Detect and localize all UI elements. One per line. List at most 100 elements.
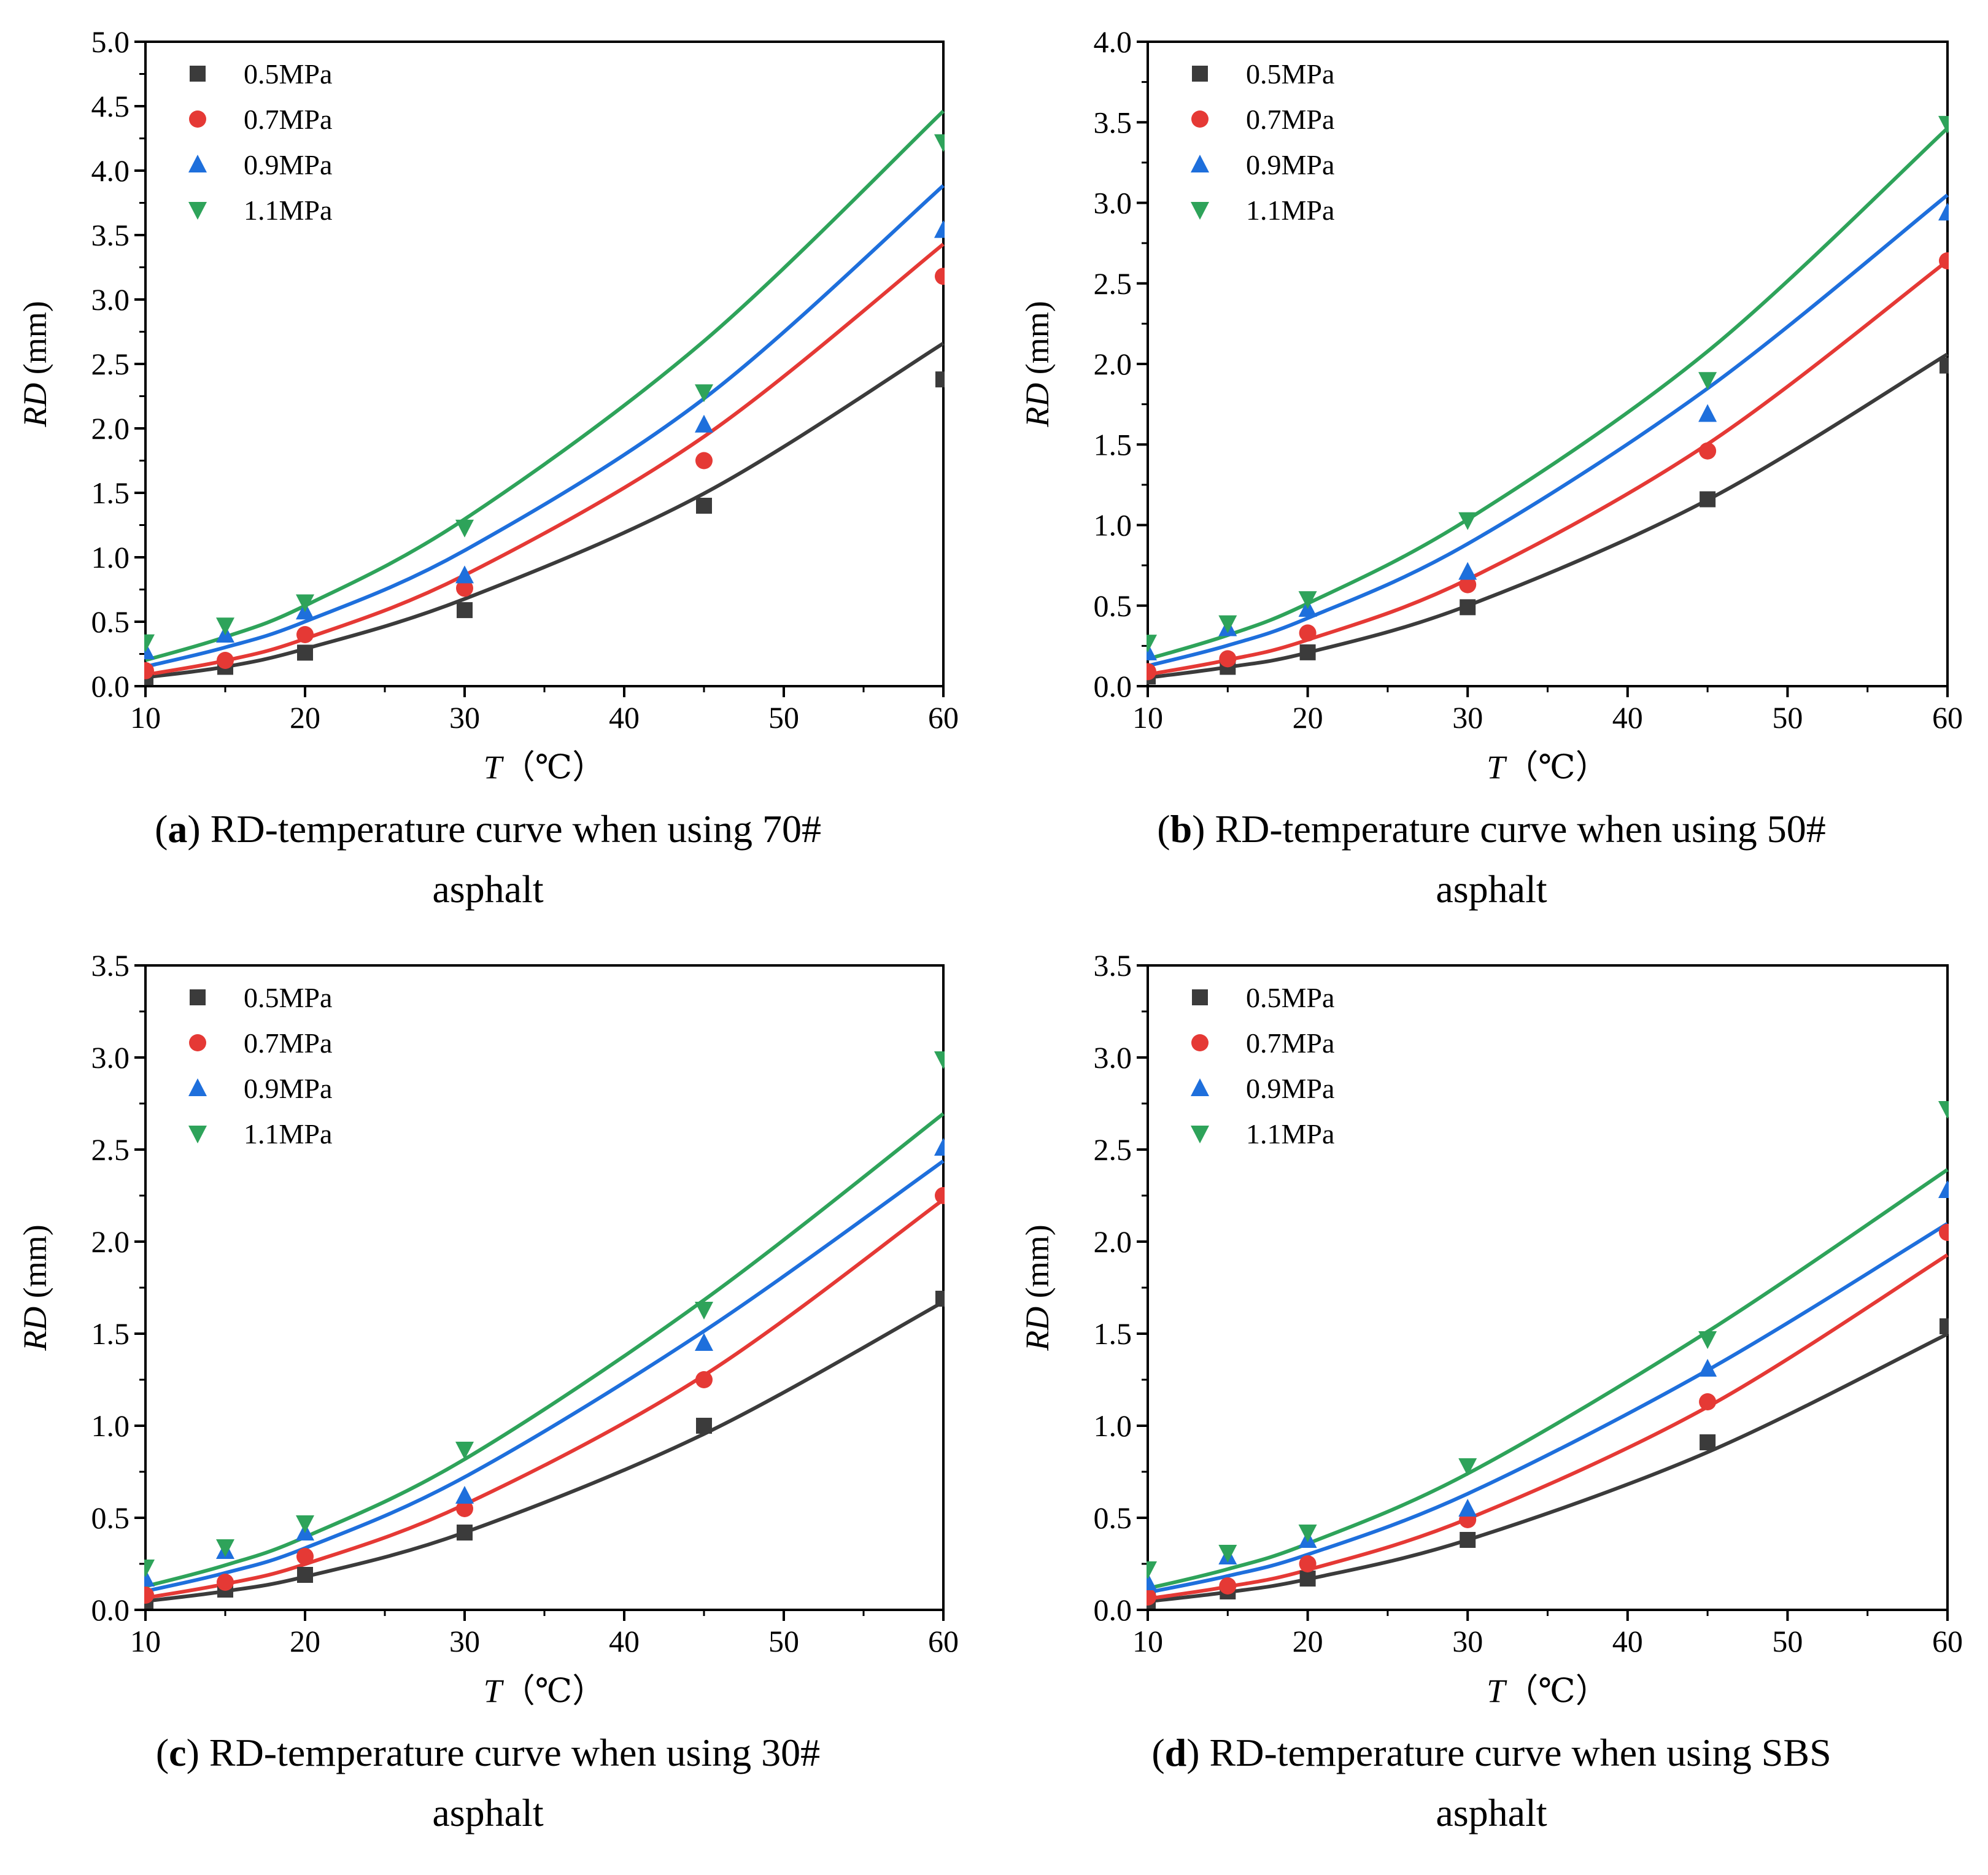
y-tick-label: 0.0 [1094,669,1132,703]
legend: 0.5MPa 0.7MPa 0.9MPa 1.1MPa [1191,58,1334,226]
fit-line-1.1MPa [145,1112,945,1588]
data-point-0.7MPa [1939,252,1949,269]
y-tick-label: 2.5 [1094,266,1132,301]
data-point-0.7MPa [456,579,473,597]
legend-marker [188,155,207,172]
data-point-0.5MPa [696,498,712,514]
data-point-1.1MPa [1938,1101,1949,1119]
data-point-1.1MPa [1458,512,1477,530]
data-point-0.9MPa [934,220,945,238]
x-tick-label: 60 [928,1624,959,1658]
data-points [144,134,945,686]
text-span: RD-temperature curve when using 70# [201,807,821,851]
legend-label: 1.1MPa [244,1118,332,1150]
data-point-1.1MPa [934,134,945,152]
y-tick-label: 0.0 [91,669,130,703]
text-span: a [168,807,187,851]
y-tick-label: 3.5 [91,218,130,252]
x-tick-label: 60 [1932,700,1963,735]
text-span: c [169,1731,186,1774]
panel-b: 0.0 0.5 1.0 1.5 2.0 2.5 3.0 3.5 4.0 10 20 30 40 50 60 T… [1019,25,1963,911]
text-span: （℃） [502,1672,605,1709]
data-point-0.7MPa [1699,442,1717,460]
legend-marker [1191,1078,1209,1096]
data-point-1.1MPa [1698,1331,1717,1349]
data-point-0.5MPa [1940,1318,1949,1334]
x-tick-label: 30 [1452,1624,1483,1658]
data-point-1.1MPa [1147,1561,1157,1579]
legend-marker [188,1078,207,1096]
data-point-1.1MPa [1298,591,1317,609]
data-point-0.7MPa [935,1187,945,1204]
data-point-1.1MPa [1458,1458,1477,1476]
legend-label: 0.7MPa [1246,104,1334,135]
panel-caption: (a) RD-temperature curve when using 70# [155,807,821,851]
x-tick-label: 40 [609,700,640,735]
y-tick-label: 2.0 [1094,347,1132,381]
y-tick-label: 0.0 [1094,1593,1132,1627]
text-span: RD [17,1307,53,1351]
data-point-0.7MPa [1147,663,1156,681]
panel-caption-line2: asphalt [432,1791,544,1834]
y-tick-label: 2.5 [91,1132,130,1167]
panel-caption-line2: asphalt [1436,867,1547,911]
data-point-1.1MPa [1938,115,1949,134]
fit-line-0.5MPa [1147,1332,1949,1604]
data-point-0.9MPa [1458,562,1477,580]
fit-line-0.9MPa [1147,1222,1949,1595]
data-point-1.1MPa [1218,615,1237,633]
y-tick-label: 5.0 [91,25,130,59]
text-span: RD [1019,383,1056,428]
data-point-0.7MPa [1299,624,1317,642]
legend-label: 0.9MPa [1246,1073,1334,1104]
legend: 0.5MPa 0.7MPa 0.9MPa 1.1MPa [188,58,332,226]
legend-marker [190,989,206,1005]
panel-c: 0.0 0.5 1.0 1.5 2.0 2.5 3.0 3.5 10 20 30 40 50 60 T（℃）… [17,948,959,1834]
legend-label: 1.1MPa [1246,195,1334,226]
fit-line-0.7MPa [145,1198,945,1600]
x-tick-label: 30 [1452,700,1483,735]
panel-caption: (b) RD-temperature curve when using 50# [1157,807,1825,851]
data-point-0.7MPa [1219,650,1237,668]
text-span: d [1165,1731,1187,1774]
x-tick-label: 50 [768,1624,799,1658]
text-span: RD-temperature curve when using 50# [1205,807,1825,851]
fit-line-1.1MPa [1147,1168,1949,1591]
x-tick-label: 10 [1132,1624,1163,1658]
x-tick-label: 20 [290,1624,320,1658]
data-point-0.5MPa [1460,599,1476,616]
data-point-1.1MPa [216,1539,234,1557]
data-point-0.5MPa [1700,1434,1716,1450]
x-tick-label: 60 [1932,1624,1963,1658]
legend-marker [1191,155,1209,172]
text-span: （℃） [1505,749,1608,786]
legend-label: 0.9MPa [244,149,332,180]
y-tick-label: 2.0 [1094,1224,1132,1259]
fit-line-0.9MPa [145,1159,945,1593]
fit-line-0.5MPa [145,341,945,679]
data-point-0.7MPa [1219,1577,1237,1595]
data-point-0.9MPa [455,1486,474,1504]
fit-line-0.9MPa [1147,193,1949,668]
legend-marker [190,66,206,82]
data-point-0.9MPa [1147,1572,1157,1590]
data-point-0.9MPa [1458,1499,1477,1517]
text-span: (mm) [1019,301,1056,382]
legend-marker [1191,110,1209,128]
legend-label: 0.9MPa [1246,149,1334,180]
y-tick-label: 1.0 [91,540,130,574]
legend: 0.5MPa 0.7MPa 0.9MPa 1.1MPa [1191,982,1334,1150]
data-point-1.1MPa [144,1560,155,1577]
y-axis-title: RD (mm) [17,1224,53,1351]
data-point-1.1MPa [1147,635,1157,653]
x-tick-label: 30 [449,700,480,735]
data-points [1147,1101,1949,1609]
panel-caption: (d) RD-temperature curve when using SBS [1151,1731,1831,1774]
y-tick-label: 3.0 [91,282,130,317]
legend-label: 1.1MPa [1246,1118,1334,1150]
data-point-0.5MPa [1700,491,1716,508]
fit-line-0.7MPa [145,242,945,677]
y-tick-label: 4.0 [1094,25,1132,59]
data-point-0.5MPa [1299,1571,1316,1587]
